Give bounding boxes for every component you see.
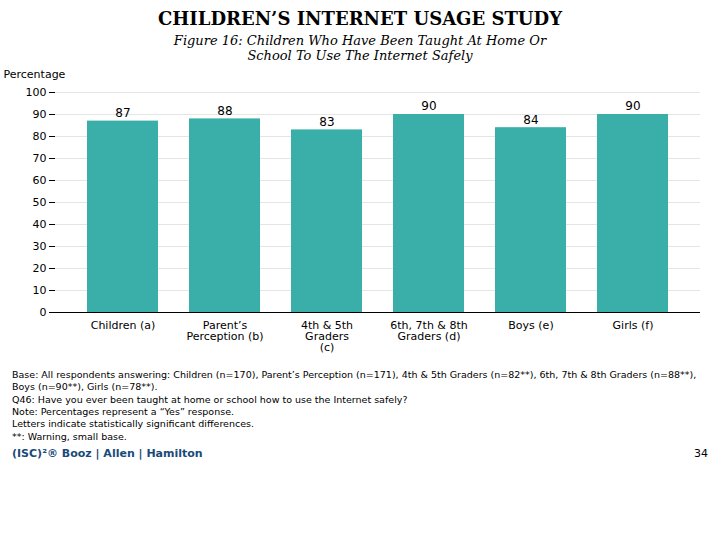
html-text:(ISC)²® Booz | Allen | Hamilto: (ISC)²® Booz | Allen | Hamilton xyxy=(12,447,203,461)
html-text:**: Warning, small base.: **: Warning, small base. xyxy=(12,430,127,442)
svg-text:0: 0 xyxy=(40,306,47,319)
svg-text:87: 87 xyxy=(115,106,130,120)
svg-text:Parent’sPerception (b): Parent’sPerception (b) xyxy=(186,319,263,343)
svg-text:20: 20 xyxy=(33,262,47,275)
svg-text:80: 80 xyxy=(33,130,47,143)
svg-text:70: 70 xyxy=(33,152,47,165)
svg-text:30: 30 xyxy=(33,240,47,253)
svg-text:Boys (e): Boys (e) xyxy=(508,319,553,332)
svg-text:50: 50 xyxy=(33,196,47,209)
svg-text:4th & 5thGraders(c): 4th & 5thGraders(c) xyxy=(301,319,353,354)
svg-text:10: 10 xyxy=(33,284,47,297)
html-text:Note: Percentages represent a: Note: Percentages represent a “Yes” resp… xyxy=(12,406,234,417)
svg-text:100: 100 xyxy=(26,86,47,99)
html-text:34: 34 xyxy=(694,447,708,461)
svg-text:6th, 7th & 8thGraders (d): 6th, 7th & 8thGraders (d) xyxy=(390,319,467,343)
svg-text:Children (a): Children (a) xyxy=(91,319,156,332)
svg-text:90: 90 xyxy=(625,99,640,113)
html-text:Q46: Have you ever been taught: Q46: Have you ever been taught at home o… xyxy=(12,393,408,405)
svg-text:Percentage: Percentage xyxy=(4,68,66,81)
svg-text:60: 60 xyxy=(33,174,47,187)
html-text:Figure 16: Children Who Have B: Figure 16: Children Who Have Been Taught… xyxy=(173,33,547,63)
svg-text:88: 88 xyxy=(217,104,232,118)
svg-text:90: 90 xyxy=(421,99,436,113)
html-text:CHILDREN’S INTERNET USAGE STUD: CHILDREN’S INTERNET USAGE STUDY xyxy=(158,8,562,29)
svg-text:40: 40 xyxy=(33,218,47,231)
svg-text:Girls (f): Girls (f) xyxy=(613,319,654,332)
html-text:Letters indicate statistically: Letters indicate statistically significa… xyxy=(12,418,254,430)
svg-text:83: 83 xyxy=(319,115,334,129)
html-text:Base: All respondents answerin: Base: All respondents answering: Childre… xyxy=(12,369,697,393)
svg-text:84: 84 xyxy=(523,113,538,127)
svg-text:90: 90 xyxy=(33,108,47,121)
